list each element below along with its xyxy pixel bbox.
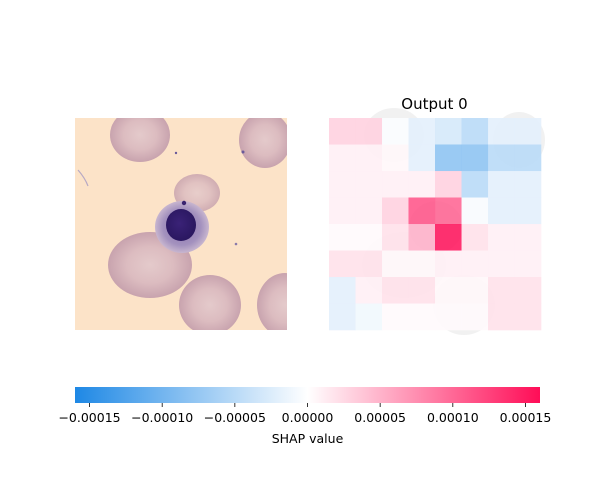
colorbar-label: SHAP value — [272, 431, 344, 446]
colorbar-tick-label: 0.00010 — [427, 410, 479, 425]
colorbar-ticks: −0.00015 −0.00010 −0.00005 0.00000 0.00005 0.… — [58, 403, 551, 425]
heatmap-cell — [355, 144, 383, 172]
heatmap-cell — [382, 118, 409, 145]
heatmap-cell — [514, 224, 542, 251]
debris-fiber — [77, 169, 89, 187]
heatmap-cell — [355, 250, 383, 278]
heatmap-cell — [488, 224, 515, 251]
heatmap-cell — [435, 224, 462, 251]
heatmap-cell — [382, 224, 409, 251]
heatmap-cell — [435, 250, 462, 278]
colorbar-tick-label: 0.00005 — [354, 410, 406, 425]
debris-dot — [241, 150, 245, 154]
heatmap-cell — [382, 250, 409, 278]
heatmap-cell — [461, 171, 489, 198]
heatmap-cell — [329, 250, 356, 278]
heatmap-cell — [488, 144, 515, 172]
heatmap-cell — [355, 224, 383, 251]
heatmap-cell — [514, 303, 542, 331]
blood-cell-image — [75, 118, 287, 330]
red-blood-cell — [179, 275, 241, 330]
heatmap-cell — [355, 171, 383, 198]
heatmap-title: Output 0 — [401, 95, 467, 113]
heatmap-cell — [461, 224, 489, 251]
heatmap-cell — [461, 118, 489, 145]
debris-dot — [234, 242, 238, 246]
heatmap-cell — [461, 197, 489, 225]
heatmap-cell — [329, 118, 356, 145]
colorbar-tick-label: −0.00010 — [131, 410, 193, 425]
heatmap-cell — [435, 197, 462, 225]
heatmap-cell — [435, 144, 462, 172]
colorbar-tick-label: −0.00005 — [204, 410, 266, 425]
heatmap-cell — [514, 118, 542, 145]
heatmap-cell — [514, 171, 542, 198]
heatmap-cell — [435, 171, 462, 198]
heatmap-cell — [382, 171, 409, 198]
colorbar-gradient — [75, 387, 540, 403]
heatmap-cell — [408, 303, 436, 331]
heatmap-cell — [488, 250, 515, 278]
colorbar-tick-label: 0.00000 — [282, 410, 334, 425]
red-blood-cell — [110, 118, 170, 162]
heatmap-cell — [488, 277, 515, 304]
red-blood-cell — [257, 273, 287, 330]
heatmap-cell — [488, 171, 515, 198]
heatmap-cell — [408, 197, 436, 225]
heatmap-cell — [408, 144, 436, 172]
heatmap-cell — [461, 250, 489, 278]
heatmap-cell — [408, 118, 436, 145]
heatmap-cell — [329, 197, 356, 225]
heatmap-cell — [382, 303, 409, 331]
debris-dot — [174, 151, 178, 155]
heatmap-cell — [382, 144, 409, 172]
heatmap-cell — [514, 144, 542, 172]
colorbar-tick-label: −0.00015 — [58, 410, 120, 425]
heatmap-cell — [329, 144, 356, 172]
heatmap-cell — [355, 277, 383, 304]
heatmap-cell — [408, 277, 436, 304]
heatmap-cell — [408, 224, 436, 251]
heatmap-cell — [355, 303, 383, 331]
heatmap-cell — [329, 224, 356, 251]
heatmap-cell — [514, 197, 542, 225]
lymphocyte-nucleus — [166, 209, 196, 241]
heatmap-cell — [408, 171, 436, 198]
heatmap-cell — [355, 197, 383, 225]
heatmap-cell — [382, 197, 409, 225]
heatmap-cell — [329, 171, 356, 198]
heatmap-cell — [461, 144, 489, 172]
heatmap-cell — [514, 277, 542, 304]
heatmap-cell — [435, 277, 462, 304]
heatmap-cell — [435, 303, 462, 331]
heatmap-cell — [461, 303, 489, 331]
shap-heatmap — [329, 108, 545, 335]
platelet — [181, 200, 187, 206]
heatmap-cell — [461, 277, 489, 304]
colorbar-tick-label: 0.00015 — [500, 410, 552, 425]
colorbar: −0.00015 −0.00010 −0.00005 0.00000 0.00005 0.… — [58, 387, 551, 446]
heatmap-cell — [488, 197, 515, 225]
heatmap-cell — [435, 118, 462, 145]
heatmap-cell — [329, 277, 356, 304]
heatmap-cell — [382, 277, 409, 304]
heatmap-cell — [329, 303, 356, 331]
red-blood-cell — [239, 118, 287, 168]
heatmap-cell — [488, 118, 515, 145]
heatmap-cell — [488, 303, 515, 331]
heatmap-cell — [514, 250, 542, 278]
heatmap-cell — [355, 118, 383, 145]
heatmap-cells — [329, 118, 542, 331]
heatmap-cell — [408, 250, 436, 278]
